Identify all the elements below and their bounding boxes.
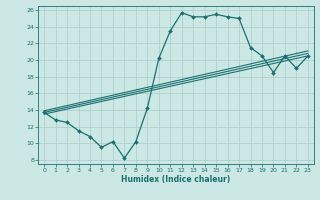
X-axis label: Humidex (Indice chaleur): Humidex (Indice chaleur)	[121, 175, 231, 184]
